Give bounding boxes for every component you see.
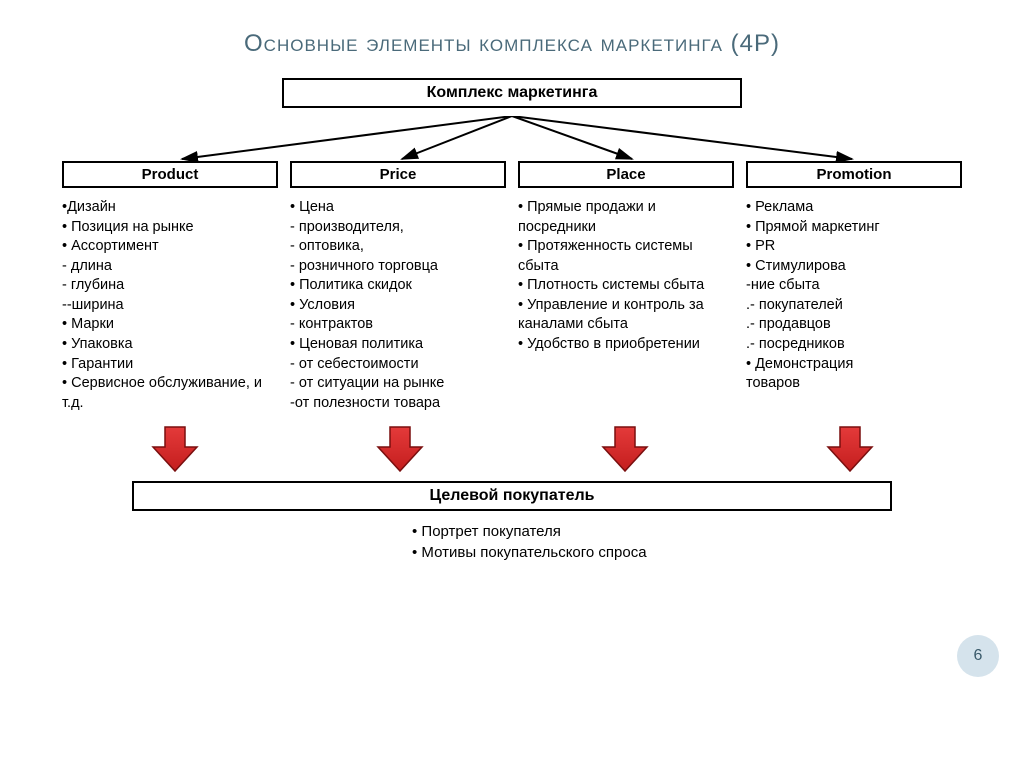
top-arrows-container	[62, 116, 962, 161]
column-list-2: • Прямые продажи и посредники • Протяжен…	[518, 198, 734, 355]
column-list-0: •Дизайн • Позиция на рынке • Ассортимент…	[62, 198, 278, 413]
bottom-list: • Портрет покупателя • Мотивы покупатель…	[312, 521, 712, 563]
top-arrows-svg	[62, 116, 962, 161]
column-3: Promotion • Реклама • Прямой маркетинг • …	[746, 161, 962, 413]
column-header-2: Place	[518, 161, 734, 188]
column-1: Price • Цена - производителя, - оптовика,…	[290, 161, 506, 413]
red-arrow-icon	[372, 423, 428, 475]
column-header-0: Product	[62, 161, 278, 188]
slide-title: Основные элементы комплекса маркетинга (…	[40, 30, 984, 58]
red-arrows-row	[62, 423, 962, 475]
column-2: Place • Прямые продажи и посредники • Про…	[518, 161, 734, 413]
column-list-3: • Реклама • Прямой маркетинг • PR • Стим…	[746, 198, 962, 394]
red-arrow-icon	[597, 423, 653, 475]
top-box: Комплекс маркетинга	[282, 78, 742, 108]
page-number-badge: 6	[957, 635, 999, 677]
columns-row: Product •Дизайн • Позиция на рынке • Ассо…	[62, 161, 962, 413]
column-header-3: Promotion	[746, 161, 962, 188]
bottom-box: Целевой покупатель	[132, 481, 892, 511]
red-arrow-icon	[147, 423, 203, 475]
column-header-1: Price	[290, 161, 506, 188]
column-0: Product •Дизайн • Позиция на рынке • Ассо…	[62, 161, 278, 413]
column-list-1: • Цена - производителя, - оптовика, - ро…	[290, 198, 506, 413]
red-arrow-icon	[822, 423, 878, 475]
